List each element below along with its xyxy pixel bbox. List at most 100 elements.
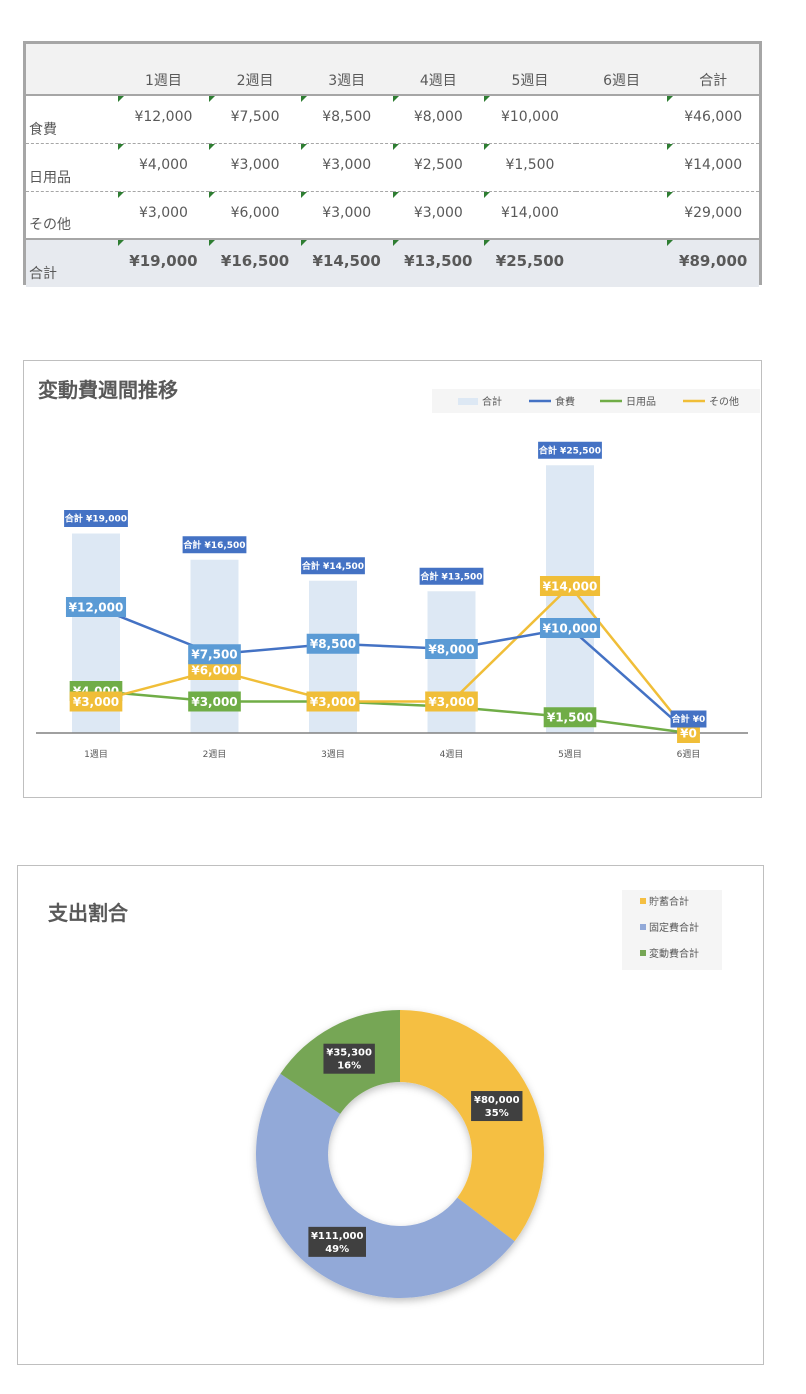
table-cell[interactable]: ¥4,000 — [117, 143, 210, 192]
data-label-daily-text: ¥3,000 — [191, 695, 237, 709]
legend-bg — [432, 389, 760, 413]
table-cell[interactable]: ¥7,500 — [209, 95, 301, 144]
table-cell[interactable]: ¥8,500 — [300, 95, 393, 144]
table-cell[interactable]: ¥19,000 — [117, 238, 210, 287]
data-label-daily-bg — [543, 707, 597, 728]
series-line — [95, 689, 689, 735]
column-header: 3週目 — [300, 44, 393, 96]
donut-value-label: ¥80,000 — [474, 1095, 520, 1106]
table-cell[interactable]: ¥1,500 — [484, 143, 576, 192]
donut-percent-label: 16% — [337, 1061, 361, 1072]
cell-indicator-icon — [667, 96, 674, 102]
data-label-total: 合計 ¥13,500 — [419, 567, 484, 585]
table-cell[interactable]: ¥8,000 — [392, 95, 485, 144]
data-label-other-bg — [188, 660, 241, 680]
table-cell[interactable]: ¥6,000 — [209, 191, 301, 240]
table-cell[interactable]: ¥12,000 — [117, 95, 210, 144]
x-tick-label: 6週目 — [677, 749, 701, 760]
table-cell[interactable]: ¥14,000 — [484, 191, 576, 240]
cell-indicator-icon — [117, 191, 124, 198]
table-cell[interactable]: ¥2,500 — [392, 143, 485, 192]
x-tick-label: 3週目 — [321, 749, 345, 760]
data-label-other: ¥0 — [677, 723, 700, 743]
data-label-other-text: ¥6,000 — [191, 663, 237, 677]
data-label-total-bg — [538, 441, 602, 459]
data-label-food-bg — [65, 597, 127, 617]
bar-total — [427, 591, 476, 733]
donut-label-bg — [471, 1091, 523, 1122]
data-label-total-text: 合計 ¥0 — [672, 713, 706, 725]
row-label: 食費 — [26, 95, 118, 144]
table-cell[interactable]: ¥89,000 — [667, 238, 759, 287]
legend-label: 日用品 — [626, 396, 656, 408]
data-label-other-bg — [425, 691, 478, 712]
series-line — [95, 584, 690, 734]
table-cell[interactable]: ¥29,000 — [667, 191, 759, 240]
legend-bg — [622, 890, 722, 970]
table-cell[interactable]: ¥46,000 — [667, 95, 759, 144]
data-label-food-bg — [425, 639, 478, 659]
x-tick-label: 4週目 — [440, 749, 464, 760]
spending-ratio-svg: 支出割合 貯蓄合計固定費合計変動費合計¥80,00035%¥111,00049%¥… — [48, 890, 722, 1298]
data-label-total: 合計 ¥0 — [670, 710, 707, 728]
data-label-other-bg — [69, 691, 123, 712]
column-header: 2週目 — [209, 44, 301, 96]
donut-percent-label: 49% — [325, 1244, 349, 1255]
data-label-other-bg — [306, 691, 360, 712]
data-label-other: ¥6,000 — [188, 660, 241, 680]
table-cell[interactable]: ¥3,000 — [300, 143, 393, 192]
data-label-food-bg — [539, 618, 601, 638]
weekly-expense-table: 1週目 2週目 3週目 4週目 5週目 6週目 合計 食費 ¥12,000 ¥7,500 ¥8,5… — [23, 41, 762, 287]
weekly-trend-chart: 変動費週間推移 合計 食費 日用品 その他 1週目 2週目 3週目 4週目 5週目 6週目 ¥4,00… — [23, 360, 762, 798]
table-cell[interactable]: ¥10,000 — [484, 95, 576, 144]
donut-percent-label: 35% — [485, 1108, 509, 1119]
legend-label: 食費 — [555, 395, 575, 408]
table-cell[interactable]: ¥3,000 — [392, 191, 485, 240]
table-cell[interactable]: ¥3,000 — [117, 191, 210, 240]
row-label: 日用品 — [26, 143, 118, 192]
cell-indicator-icon — [300, 96, 307, 102]
data-label-daily: ¥3,000 — [188, 691, 241, 712]
cell-indicator-icon — [300, 191, 307, 198]
column-header: 合計 — [667, 44, 759, 96]
data-label-total: 合計 ¥25,500 — [538, 441, 602, 459]
table-cell[interactable]: ¥14,500 — [300, 238, 393, 287]
donut-value-label: ¥111,000 — [311, 1231, 364, 1242]
legend-swatch — [640, 924, 646, 930]
x-tick-label: 2週目 — [203, 749, 227, 760]
table-cell[interactable]: ¥14,000 — [667, 143, 759, 192]
legend-label: 貯蓄合計 — [649, 895, 689, 908]
table-cell[interactable]: ¥16,500 — [209, 238, 301, 287]
legend-swatch — [640, 898, 646, 904]
data-label-total-text: 合計 ¥25,500 — [539, 444, 601, 456]
data-label-other-text: ¥3,000 — [310, 695, 356, 709]
table-cell[interactable]: ¥25,500 — [484, 238, 576, 287]
table-cell[interactable] — [575, 238, 668, 287]
table-cell[interactable]: ¥13,500 — [392, 238, 485, 287]
table-cell[interactable] — [575, 143, 668, 192]
table-cell[interactable]: ¥3,000 — [209, 143, 301, 192]
table-body: 食費 ¥12,000 ¥7,500 ¥8,500 ¥8,000 ¥10,000 ¥46,00… — [26, 95, 759, 287]
cell-indicator-icon — [484, 191, 491, 198]
table-cell[interactable] — [575, 191, 668, 240]
data-label-food: ¥8,500 — [306, 633, 360, 654]
x-tick-label: 5週目 — [558, 749, 582, 760]
table-cell[interactable]: ¥3,000 — [300, 191, 393, 240]
data-label-other: ¥3,000 — [69, 691, 123, 712]
cell-indicator-icon — [392, 143, 399, 150]
legend-label: 合計 — [482, 395, 502, 408]
column-header: 6週目 — [575, 44, 668, 96]
donut-label-bg — [308, 1226, 367, 1257]
cell-indicator-icon — [209, 143, 216, 150]
donut-label-bg — [323, 1043, 375, 1074]
donut-data-label: ¥111,000 49% — [308, 1226, 367, 1257]
data-label-other-text: ¥0 — [680, 726, 697, 740]
cell-indicator-icon — [667, 143, 674, 150]
data-label-other-bg — [539, 576, 601, 596]
table-cell[interactable] — [575, 95, 668, 144]
data-label-food: ¥12,000 — [65, 597, 127, 617]
data-label-total: 合計 ¥16,500 — [182, 536, 247, 554]
column-header: 1週目 — [117, 44, 210, 96]
column-header: 4週目 — [392, 44, 485, 96]
